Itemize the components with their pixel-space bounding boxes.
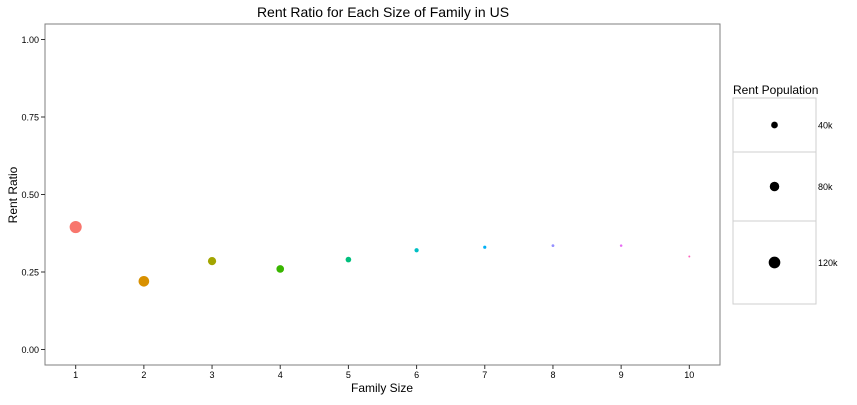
data-point-bubble	[69, 221, 82, 234]
y-tick-label: 0.25	[21, 268, 39, 278]
data-point-bubble	[551, 244, 555, 248]
x-tick-label: 10	[684, 370, 694, 380]
data-point-bubble	[688, 255, 691, 258]
x-axis: 1 2 3 4 5 6 7 8 9 10	[73, 365, 694, 380]
x-tick-label: 7	[482, 370, 487, 380]
legend-title: Rent Population	[733, 83, 818, 97]
legend-key-label: 80k	[818, 182, 833, 192]
legend-key-label: 40k	[818, 121, 833, 131]
data-points	[69, 221, 691, 287]
y-tick-label: 0.50	[21, 190, 39, 200]
y-axis: 0.00 0.25 0.50 0.75 1.00	[21, 35, 45, 355]
data-point-bubble	[345, 256, 352, 263]
legend-key-label: 120k	[818, 258, 838, 268]
y-tick-label: 1.00	[21, 35, 39, 45]
x-tick-label: 8	[550, 370, 555, 380]
chart-title: Rent Ratio for Each Size of Family in US	[257, 4, 509, 20]
x-tick-label: 4	[278, 370, 283, 380]
legend-key-bubble	[769, 181, 780, 192]
x-tick-label: 3	[210, 370, 215, 380]
y-tick-label: 0.00	[21, 345, 39, 355]
data-point-bubble	[276, 265, 285, 273]
data-point-bubble	[483, 245, 487, 249]
legend-key-bubble	[768, 256, 781, 269]
x-tick-label: 9	[619, 370, 624, 380]
legend-key-bubble	[771, 121, 778, 129]
data-point-bubble	[414, 248, 419, 253]
data-point-bubble	[619, 244, 623, 247]
data-point-bubble	[138, 275, 150, 287]
data-point-bubble	[207, 257, 217, 266]
x-tick-label: 6	[414, 370, 419, 380]
size-legend: Rent Population 40k 80k 120k	[732, 83, 838, 305]
x-axis-label: Family Size	[351, 381, 413, 395]
x-tick-label: 1	[73, 370, 78, 380]
y-axis-label: Rent Ratio	[6, 166, 20, 223]
y-tick-label: 0.75	[21, 113, 39, 123]
x-tick-label: 2	[141, 370, 146, 380]
x-tick-label: 5	[346, 370, 351, 380]
plot-panel	[44, 23, 721, 366]
